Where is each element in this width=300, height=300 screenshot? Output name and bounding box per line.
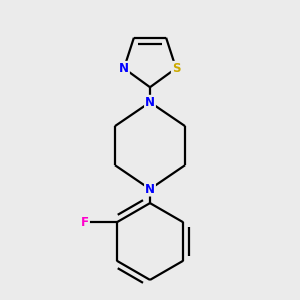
Text: N: N — [145, 96, 155, 109]
Text: N: N — [145, 183, 155, 196]
Text: F: F — [81, 216, 89, 229]
Text: N: N — [119, 62, 129, 75]
Text: S: S — [172, 62, 180, 75]
